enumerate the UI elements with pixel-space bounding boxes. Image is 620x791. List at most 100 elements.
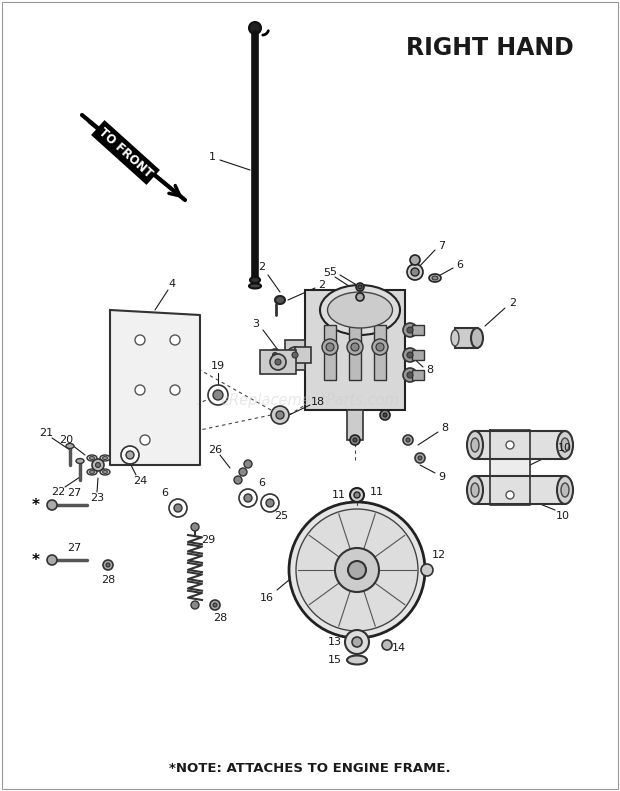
Circle shape: [407, 372, 413, 378]
Circle shape: [289, 502, 425, 638]
Ellipse shape: [451, 330, 459, 346]
Text: 11: 11: [332, 490, 346, 500]
Bar: [374, 325, 386, 380]
Circle shape: [266, 499, 274, 507]
Text: 10: 10: [556, 511, 570, 521]
Circle shape: [403, 368, 417, 382]
Ellipse shape: [66, 444, 74, 448]
Ellipse shape: [429, 274, 441, 282]
Ellipse shape: [467, 431, 483, 459]
Text: 24: 24: [133, 476, 147, 486]
Circle shape: [106, 563, 110, 567]
Text: eReplacementParts.com: eReplacementParts.com: [221, 392, 399, 407]
Circle shape: [411, 268, 419, 276]
Text: 2: 2: [319, 280, 326, 290]
Text: 20: 20: [59, 435, 73, 445]
Bar: [295, 347, 311, 363]
Circle shape: [170, 385, 180, 395]
Ellipse shape: [89, 471, 94, 474]
Polygon shape: [490, 430, 530, 505]
Circle shape: [249, 22, 261, 34]
Circle shape: [358, 285, 362, 289]
Ellipse shape: [557, 431, 573, 459]
Circle shape: [410, 255, 420, 265]
Text: TO FRONT: TO FRONT: [96, 125, 155, 180]
Text: 16: 16: [260, 593, 274, 603]
Bar: [412, 350, 424, 360]
Text: 9: 9: [438, 472, 446, 482]
Text: 23: 23: [90, 493, 104, 503]
Ellipse shape: [561, 438, 569, 452]
Text: *NOTE: ATTACHES TO ENGINE FRAME.: *NOTE: ATTACHES TO ENGINE FRAME.: [169, 762, 451, 774]
Text: 3: 3: [252, 319, 260, 329]
Circle shape: [271, 406, 289, 424]
Circle shape: [403, 435, 413, 445]
Text: 18: 18: [311, 397, 325, 407]
Bar: [285, 340, 305, 370]
Ellipse shape: [275, 296, 285, 304]
Circle shape: [208, 385, 228, 405]
Circle shape: [407, 264, 423, 280]
Bar: [412, 370, 424, 380]
Ellipse shape: [561, 483, 569, 497]
Circle shape: [191, 523, 199, 531]
Text: 13: 13: [328, 637, 342, 647]
Circle shape: [234, 476, 242, 484]
Text: 28: 28: [101, 575, 115, 585]
Circle shape: [121, 446, 139, 464]
Text: 10: 10: [558, 443, 572, 453]
Circle shape: [372, 339, 388, 355]
Circle shape: [292, 352, 298, 358]
Circle shape: [356, 283, 364, 291]
Circle shape: [261, 494, 279, 512]
Circle shape: [415, 453, 425, 463]
Circle shape: [273, 353, 278, 358]
Circle shape: [351, 343, 359, 351]
Circle shape: [421, 564, 433, 576]
Text: 2: 2: [259, 262, 265, 272]
Ellipse shape: [76, 459, 84, 464]
Text: 4: 4: [169, 279, 175, 289]
Bar: [412, 325, 424, 335]
Text: 19: 19: [211, 361, 225, 371]
Circle shape: [135, 385, 145, 395]
Circle shape: [95, 463, 100, 467]
Circle shape: [103, 560, 113, 570]
Ellipse shape: [557, 476, 573, 504]
Ellipse shape: [467, 476, 483, 504]
Circle shape: [352, 637, 362, 647]
Bar: [475, 476, 565, 504]
Text: 8: 8: [427, 365, 433, 375]
Ellipse shape: [102, 456, 107, 460]
Circle shape: [376, 343, 384, 351]
Text: 1: 1: [208, 152, 216, 162]
Text: 6: 6: [259, 478, 265, 488]
Ellipse shape: [432, 276, 438, 280]
Circle shape: [244, 460, 252, 468]
Circle shape: [383, 413, 387, 417]
Circle shape: [335, 548, 379, 592]
Circle shape: [275, 359, 281, 365]
Bar: [475, 431, 565, 459]
Ellipse shape: [471, 483, 479, 497]
Bar: [324, 325, 336, 380]
Circle shape: [244, 494, 252, 502]
Text: *: *: [32, 498, 40, 513]
Circle shape: [296, 509, 418, 631]
Circle shape: [506, 441, 514, 449]
Ellipse shape: [102, 471, 107, 474]
Circle shape: [403, 348, 417, 362]
Text: *: *: [32, 552, 40, 567]
Bar: [455, 328, 477, 348]
Circle shape: [350, 488, 364, 502]
Circle shape: [174, 504, 182, 512]
Ellipse shape: [100, 455, 110, 461]
Ellipse shape: [250, 277, 260, 283]
Circle shape: [418, 456, 422, 460]
Circle shape: [92, 459, 104, 471]
Text: 14: 14: [392, 643, 406, 653]
Circle shape: [407, 327, 413, 333]
Ellipse shape: [471, 438, 479, 452]
Circle shape: [322, 339, 338, 355]
Ellipse shape: [327, 292, 392, 328]
